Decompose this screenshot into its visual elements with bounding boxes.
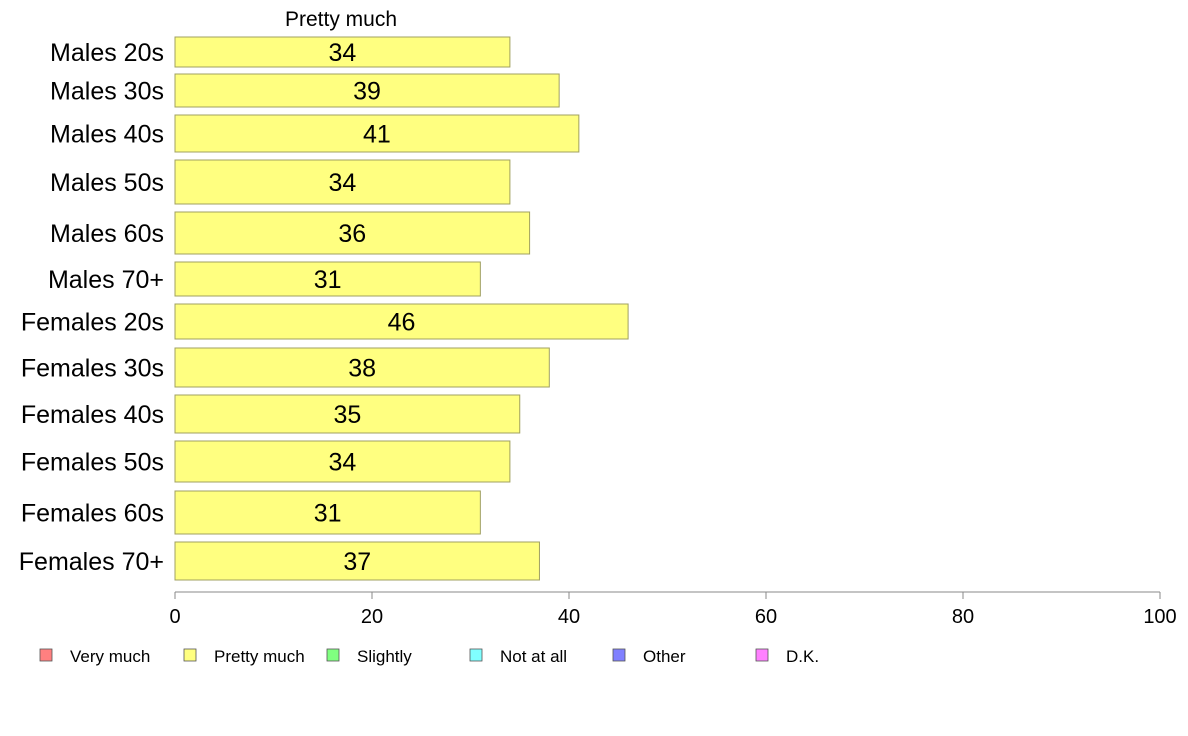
legend-label-slightly: Slightly bbox=[357, 647, 412, 666]
value-label-females-30s: 38 bbox=[348, 355, 376, 383]
x-tick-label-100: 100 bbox=[1143, 606, 1176, 628]
value-label-females-70: 37 bbox=[343, 548, 371, 576]
value-label-males-40s: 41 bbox=[363, 121, 391, 149]
bar-males-60s bbox=[174, 211, 531, 255]
legend-label-pretty-much: Pretty much bbox=[214, 647, 305, 666]
x-axis: 0 20 40 60 80 100 bbox=[169, 591, 1177, 628]
category-label-females-60s: Females 60s bbox=[21, 500, 164, 528]
legend: Very much Pretty much Slightly Not at all Ot… bbox=[39, 647, 819, 666]
bar-females-60s bbox=[174, 490, 481, 535]
legend-swatch-other bbox=[612, 648, 626, 662]
category-label-males-40s: Males 40s bbox=[50, 121, 164, 149]
bar-males-20s bbox=[174, 36, 511, 68]
category-label-females-20s: Females 20s bbox=[21, 309, 164, 337]
bar-males-70 bbox=[174, 261, 481, 297]
bar-females-50s bbox=[174, 440, 511, 483]
category-label-females-40s: Females 40s bbox=[21, 401, 164, 429]
value-label-males-50s: 34 bbox=[329, 169, 357, 197]
legend-label-other: Other bbox=[643, 647, 686, 666]
category-label-females-30s: Females 30s bbox=[21, 355, 164, 383]
legend-label-not-at-all: Not at all bbox=[500, 647, 567, 666]
category-label-females-70: Females 70+ bbox=[19, 548, 164, 576]
bar-males-30s bbox=[174, 73, 560, 108]
value-label-males-60s: 36 bbox=[338, 220, 366, 248]
bars-group: Males 20s 34 Males 30s 39 Males 40s 41 Males 5… bbox=[19, 36, 629, 581]
category-label-females-50s: Females 50s bbox=[21, 449, 164, 477]
value-label-males-30s: 39 bbox=[353, 78, 381, 106]
bar-males-50s bbox=[174, 159, 511, 205]
category-label-males-20s: Males 20s bbox=[50, 39, 164, 67]
legend-swatch-pretty-much bbox=[183, 648, 197, 662]
x-tick-label-60: 60 bbox=[755, 606, 777, 628]
value-label-females-50s: 34 bbox=[329, 449, 357, 477]
legend-swatch-not-at-all bbox=[469, 648, 483, 662]
category-label-males-30s: Males 30s bbox=[50, 78, 164, 106]
category-label-males-70: Males 70+ bbox=[48, 266, 164, 294]
bar-females-40s bbox=[174, 394, 521, 434]
x-tick-label-0: 0 bbox=[169, 606, 180, 628]
legend-swatch-d-k bbox=[755, 648, 769, 662]
value-label-females-60s: 31 bbox=[314, 500, 342, 528]
value-label-females-20s: 46 bbox=[388, 309, 416, 337]
bar-females-20s bbox=[174, 303, 629, 340]
legend-label-very-much: Very much bbox=[70, 647, 150, 666]
x-tick-label-20: 20 bbox=[361, 606, 383, 628]
chart-title: Pretty much bbox=[285, 8, 397, 31]
value-label-males-70: 31 bbox=[314, 266, 342, 294]
value-label-males-20s: 34 bbox=[329, 39, 357, 67]
x-tick-label-80: 80 bbox=[952, 606, 974, 628]
bar-females-70 bbox=[174, 541, 540, 581]
bar-females-30s bbox=[174, 347, 550, 388]
x-tick-label-40: 40 bbox=[558, 606, 580, 628]
category-label-males-50s: Males 50s bbox=[50, 169, 164, 197]
legend-swatch-very-much bbox=[39, 648, 53, 662]
category-label-males-60s: Males 60s bbox=[50, 220, 164, 248]
legend-label-d-k: D.K. bbox=[786, 647, 819, 666]
value-label-females-40s: 35 bbox=[333, 401, 361, 429]
legend-swatch-slightly bbox=[326, 648, 340, 662]
bar-males-40s bbox=[174, 114, 580, 153]
